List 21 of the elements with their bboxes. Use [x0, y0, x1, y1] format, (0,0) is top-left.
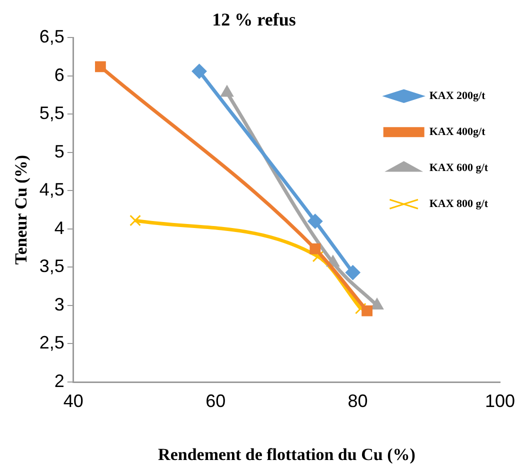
- y-tick-label: 6: [54, 64, 64, 85]
- y-tick-label: 5: [54, 141, 64, 162]
- y-tick-label: 4,5: [39, 180, 64, 200]
- y-tick-label: 2,5: [39, 332, 64, 353]
- y-tick-label: 5,5: [39, 103, 64, 124]
- legend-label: KAX 600 g/t: [429, 162, 488, 174]
- y-tick-label: 2: [54, 370, 64, 391]
- x-tick-label: 100: [484, 390, 516, 411]
- legend-label: KAX 400g/t: [429, 126, 486, 138]
- y-tick-label: 6,5: [39, 26, 64, 47]
- x-axis-title: Rendement de flottation du Cu (%): [158, 445, 416, 464]
- y-tick-label: 4: [54, 218, 64, 238]
- legend-label: KAX 800 g/t: [429, 198, 488, 210]
- y-axis-title: Teneur Cu (%): [12, 155, 31, 265]
- y-tick-label: 3,5: [39, 256, 64, 276]
- x-tick-label: 60: [206, 390, 226, 411]
- x-tick-label: 80: [348, 390, 368, 411]
- x-tick-label: 40: [63, 390, 84, 411]
- chart-title: 12 % refus: [212, 9, 296, 30]
- y-tick-label: 3: [54, 294, 64, 314]
- legend-label: KAX 200g/t: [429, 90, 486, 102]
